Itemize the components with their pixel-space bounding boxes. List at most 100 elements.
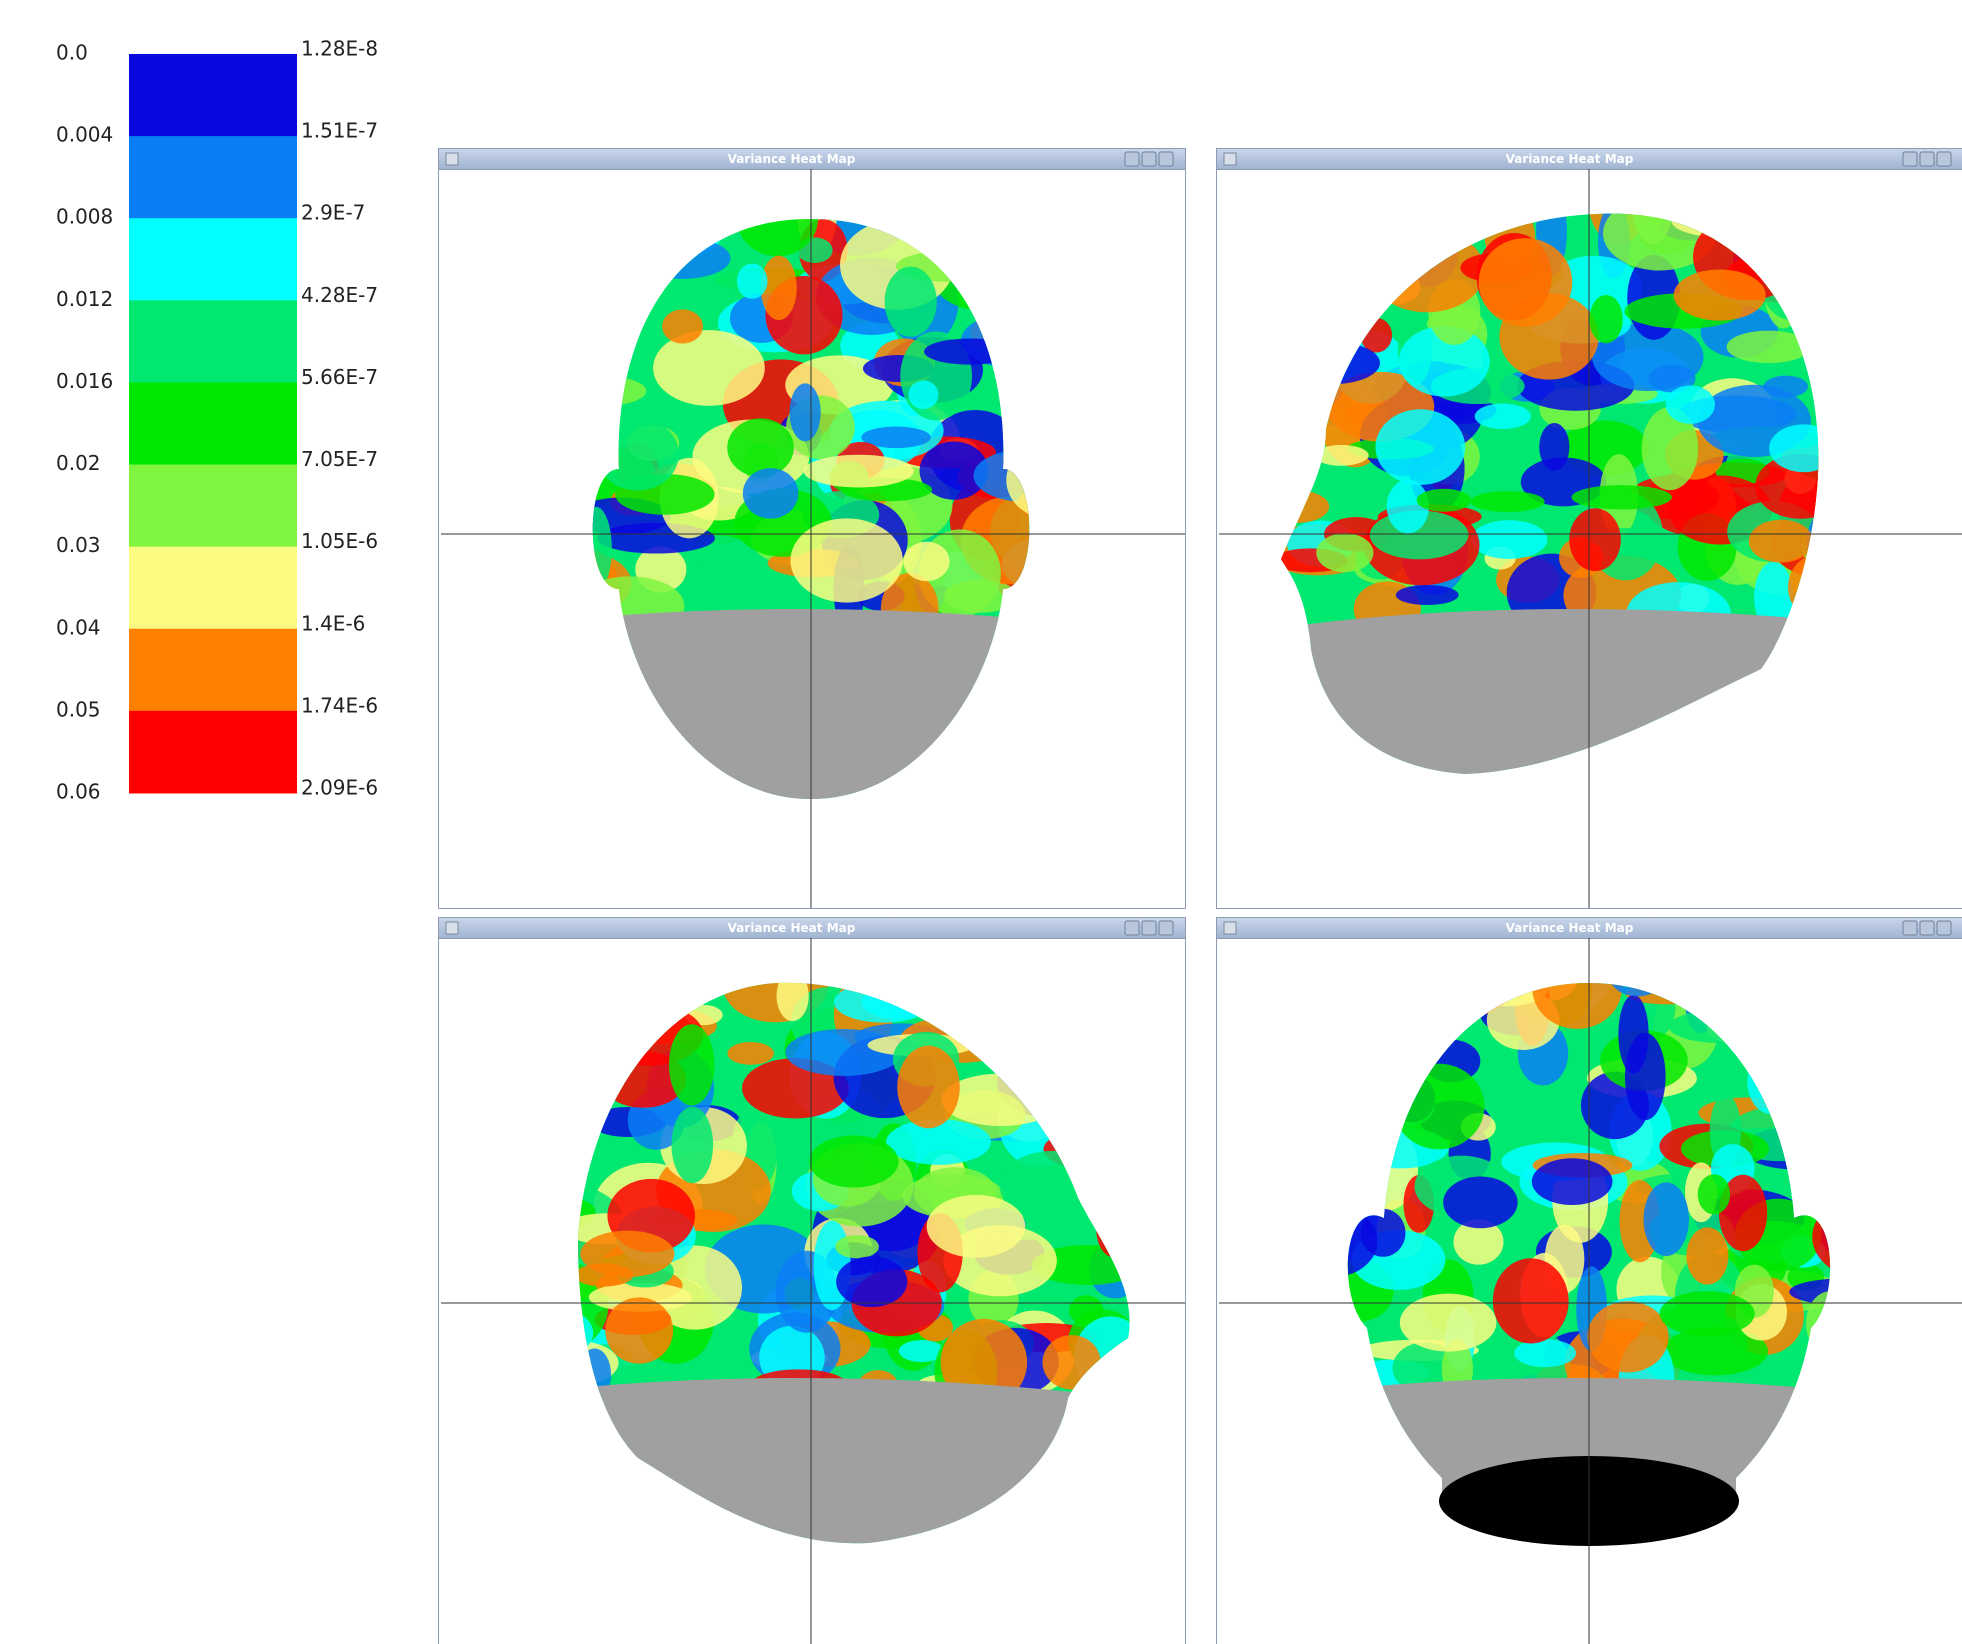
heat-blob (760, 255, 797, 321)
legend-right-label: 1.4E-6 (301, 611, 365, 635)
heat-blob (671, 1106, 714, 1184)
heat-blob (1399, 1293, 1497, 1352)
heat-blob (1624, 1032, 1666, 1121)
window: Variance Heat Map (1216, 917, 1962, 1644)
window-title: Variance Heat Map (1506, 152, 1634, 166)
window: Variance Heat Map (438, 148, 1186, 909)
heat-blob (1471, 520, 1548, 560)
heat-blob (789, 383, 821, 442)
maximize-button[interactable] (1141, 151, 1157, 167)
legend-band (129, 710, 297, 794)
legend-band (129, 464, 297, 548)
heat-blob (1587, 1301, 1669, 1373)
minimize-button[interactable] (1124, 151, 1140, 167)
close-button[interactable] (1158, 151, 1174, 167)
heat-blob (776, 982, 809, 1022)
heat-blob (1375, 409, 1466, 486)
heat-blob (886, 1119, 992, 1165)
heat-blob (1398, 326, 1490, 397)
heat-blob (1755, 453, 1819, 519)
color-legend: 0.0 0.004 0.008 0.012 0.016 0.02 0.03 0.04 0.05 0… (56, 37, 378, 804)
title-bar (1216, 148, 1962, 170)
heat-blob (1478, 238, 1573, 327)
heat-blob (669, 1024, 715, 1106)
heat-blob (727, 1042, 774, 1065)
legend-left-label: 0.02 (56, 451, 101, 475)
heat-blob (903, 541, 950, 582)
window-icon (445, 152, 459, 166)
legend-left-label: 0.004 (56, 123, 113, 147)
heat-blob (1662, 1327, 1769, 1376)
maximize-button[interactable] (1919, 151, 1935, 167)
heat-blob (1665, 385, 1715, 424)
window-title: Variance Heat Map (728, 152, 856, 166)
heat-blob (1539, 423, 1570, 471)
heat-blob (1686, 1227, 1729, 1285)
heat-blob (1443, 1176, 1518, 1229)
heat-blob (727, 418, 794, 477)
heat-blob (1718, 1174, 1768, 1252)
heat-blob (835, 1235, 879, 1259)
heat-blob (1416, 488, 1472, 512)
legend-left-label: 0.03 (56, 533, 101, 557)
heat-blob (736, 219, 819, 257)
heat-blob (592, 506, 612, 591)
heat-blob (1470, 491, 1545, 513)
heat-blob (836, 1256, 908, 1308)
heat-blob (1673, 269, 1766, 321)
window-icon (1223, 152, 1237, 166)
heat-blob (1395, 584, 1459, 606)
legend-right-label: 1.51E-7 (301, 119, 378, 143)
window-title: Variance Heat Map (728, 921, 856, 935)
heat-blob (897, 1045, 960, 1129)
title-bar (438, 917, 1186, 939)
window: Variance Heat Map (438, 917, 1186, 1644)
window-icon (445, 921, 459, 935)
legend-band (129, 628, 297, 712)
heat-blob (926, 1194, 1026, 1258)
heat-blob (790, 518, 903, 603)
heat-blob (1360, 1208, 1406, 1257)
legend-left-label: 0.05 (56, 697, 101, 721)
heat-blob (653, 330, 765, 406)
heat-blob (605, 1297, 674, 1364)
heat-blob (803, 454, 914, 488)
minimize-button[interactable] (1124, 920, 1140, 936)
heat-blob (1641, 407, 1699, 491)
maximize-button[interactable] (1141, 920, 1157, 936)
heat-blob (1697, 1174, 1731, 1215)
legend-left-label: 0.016 (56, 369, 113, 393)
heat-blob (1492, 1258, 1569, 1344)
close-button[interactable] (1936, 920, 1952, 936)
heat-blob (1532, 983, 1623, 1029)
legend-left-label: 0.0 (56, 41, 88, 65)
legend-left-label: 0.012 (56, 287, 113, 311)
heat-blob (588, 1282, 692, 1312)
heat-blob (1453, 1219, 1504, 1265)
legend-right-label: 2.09E-6 (301, 776, 378, 800)
heat-blob (884, 266, 937, 337)
heat-blob (919, 441, 989, 500)
legend-band (129, 54, 297, 137)
heat-blob (1313, 444, 1369, 466)
heat-blob (1769, 424, 1819, 473)
heat-blob (1316, 533, 1374, 573)
legend-band (129, 382, 297, 466)
legend-right-label: 5.66E-7 (301, 365, 378, 389)
title-bar (438, 148, 1186, 170)
maximize-button[interactable] (1919, 920, 1935, 936)
close-button[interactable] (1936, 151, 1952, 167)
legend-left-label: 0.04 (56, 615, 101, 639)
legend-left-label: 0.06 (56, 780, 101, 804)
legend-right-label: 4.28E-7 (301, 283, 378, 307)
minimize-button[interactable] (1902, 151, 1918, 167)
heat-blob (1569, 508, 1621, 572)
heat-blob (1726, 330, 1811, 364)
close-button[interactable] (1158, 920, 1174, 936)
window-title: Variance Heat Map (1506, 921, 1634, 935)
heat-blob (1392, 1342, 1459, 1394)
heat-blob (1386, 479, 1430, 534)
heat-blob (742, 468, 799, 519)
minimize-button[interactable] (1902, 920, 1918, 936)
